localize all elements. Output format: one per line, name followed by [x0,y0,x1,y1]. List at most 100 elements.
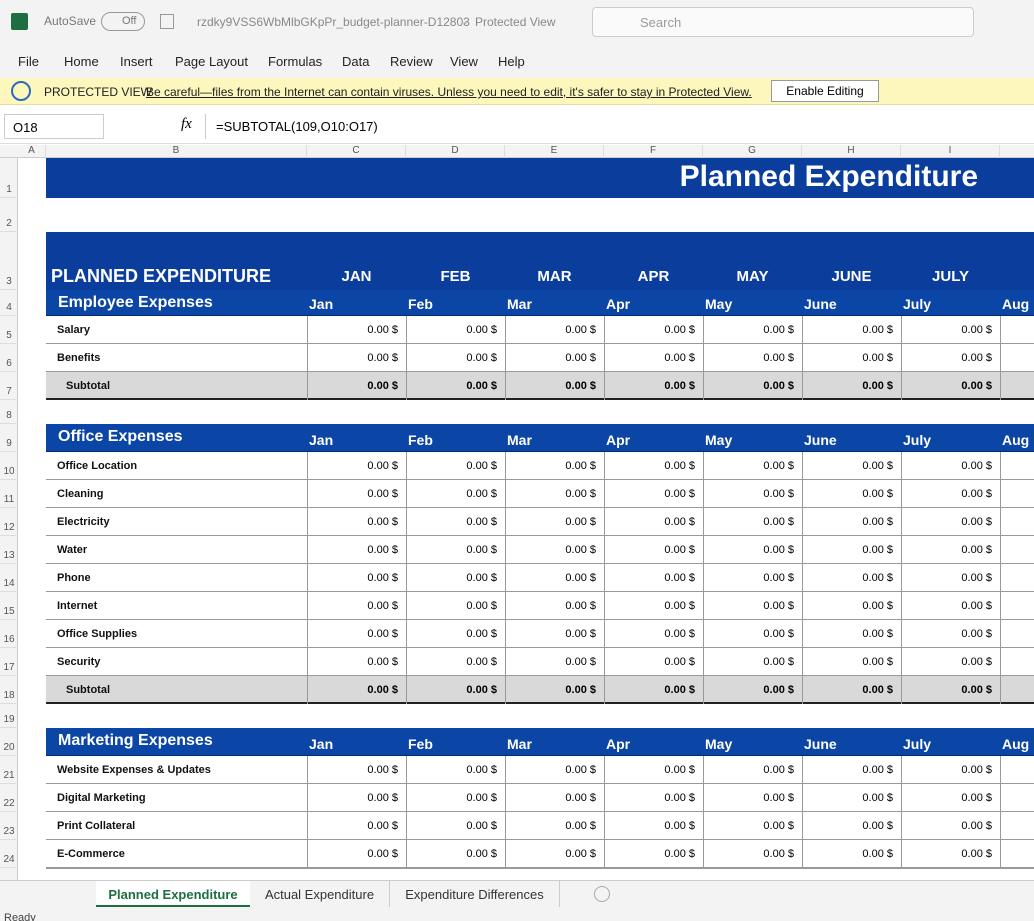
protected-message: Be careful—files from the Internet can c… [146,85,752,99]
cell-value: 0.00 $ [307,620,406,648]
row-header: 12 [0,508,18,536]
cell-value: 0.00 $ [505,840,604,868]
cell-value: 0.00 $ [703,648,802,676]
autosave-toggle[interactable]: Off [101,12,145,31]
row-header: 14 [0,564,18,592]
cell-value: 0.00 $ [505,812,604,840]
protected-label: PROTECTED VIEW [44,85,152,99]
row-header: 23 [0,812,18,840]
cell-value: 0.00 $ [703,536,802,564]
cell-value: 0.00 $ [604,676,703,704]
section-month: Feb [408,736,433,752]
row-header: 15 [0,592,18,620]
cell-edge [1000,372,1001,400]
cell-value: 0.00 $ [307,756,406,784]
cell-edge [1000,344,1001,372]
menu-item[interactable]: View [450,54,478,69]
cell-value: 0.00 $ [802,372,901,400]
cell-value: 0.00 $ [703,480,802,508]
cell-value: 0.00 $ [703,372,802,400]
menu-item[interactable]: Formulas [268,54,322,69]
cell-value: 0.00 $ [802,812,901,840]
cell-value: 0.00 $ [307,564,406,592]
section-month: Jan [309,432,333,448]
section-month: Feb [408,296,433,312]
cell-value: 0.00 $ [802,508,901,536]
autosave: AutoSave [44,14,96,28]
row-header: 9 [0,424,18,452]
row-label: Water [57,544,87,556]
row-header: 5 [0,316,18,344]
row-header: 10 [0,452,18,480]
cell-value: 0.00 $ [505,676,604,704]
cell-value: 0.00 $ [604,756,703,784]
formula-input[interactable]: =SUBTOTAL(109,O10:O17) [205,114,1034,139]
add-sheet[interactable] [594,886,610,902]
menu-item[interactable]: Help [498,54,525,69]
header-month: FEB [406,268,505,285]
row-header: 22 [0,784,18,812]
row-header: 6 [0,344,18,372]
cell-value: 0.00 $ [901,784,1000,812]
cell-value: 0.00 $ [703,344,802,372]
cell-value: 0.00 $ [901,508,1000,536]
cell-value: 0.00 $ [406,344,505,372]
cell-value: 0.00 $ [307,812,406,840]
name-box[interactable]: O18 [4,114,104,139]
row-header: 2 [0,198,18,232]
enable-editing[interactable]: Enable Editing [771,80,879,102]
sheet-tab[interactable]: Expenditure Differences [390,881,560,907]
cell-value: 0.00 $ [604,536,703,564]
header-month: MAR [505,268,604,285]
menu-item[interactable]: Page Layout [175,54,248,69]
cell-value: 0.00 $ [604,344,703,372]
menu-item[interactable]: Insert [120,54,153,69]
sheet-tab[interactable]: Planned Expenditure [96,881,250,907]
section-month: June [804,296,837,312]
cell-value: 0.00 $ [406,452,505,480]
cell-value: 0.00 $ [604,784,703,812]
menu-item[interactable]: Review [390,54,433,69]
menu-item[interactable]: Home [64,54,99,69]
section-month: Jan [309,736,333,752]
cell-value: 0.00 $ [604,648,703,676]
section-month: July [903,432,931,448]
section-month: Jan [309,296,333,312]
menu-item[interactable]: File [18,54,39,69]
row-header: 8 [0,400,18,424]
header-month: APR [604,268,703,285]
section-month: Feb [408,432,433,448]
cell-value: 0.00 $ [703,592,802,620]
row-label: Office Location [57,460,137,472]
cell-value: 0.00 $ [505,620,604,648]
cell-value: 0.00 $ [802,344,901,372]
cell-value: 0.00 $ [802,536,901,564]
cell-value: 0.00 $ [802,316,901,344]
cell-edge [1000,564,1001,592]
section-month: Mar [507,296,532,312]
section-month: Aug [1002,296,1029,312]
cell-value: 0.00 $ [307,372,406,400]
section-name: Marketing Expenses [58,732,213,750]
row-header: 19 [0,704,18,728]
cell-value: 0.00 $ [802,620,901,648]
cell-value: 0.00 $ [307,676,406,704]
cell-value: 0.00 $ [703,676,802,704]
cell-value: 0.00 $ [703,316,802,344]
header-month: JAN [307,268,406,285]
cell-value: 0.00 $ [901,372,1000,400]
excel-icon [11,13,28,30]
section-month: Apr [606,296,630,312]
row-header: 1 [0,158,18,198]
filename: rzdky9VSS6WbMlbGKpPr_budget-planner-D128… [197,15,470,29]
cell-value: 0.00 $ [505,372,604,400]
row-label: Office Supplies [57,628,137,640]
section-month: July [903,736,931,752]
cell-edge [1000,812,1001,840]
sheet-tab[interactable]: Actual Expenditure [250,881,390,907]
menu-item[interactable]: Data [342,54,369,69]
cell-value: 0.00 $ [802,784,901,812]
section-month: June [804,736,837,752]
search-box[interactable]: Search [592,7,974,37]
cell-edge [1000,592,1001,620]
